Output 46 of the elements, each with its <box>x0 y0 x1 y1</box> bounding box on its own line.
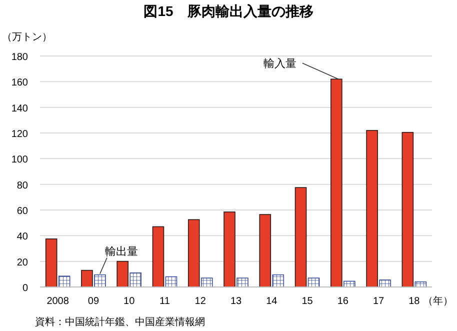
y-tick-label: 120 <box>11 129 28 140</box>
y-tick-label: 80 <box>16 180 28 192</box>
x-tick-label: 13 <box>230 296 242 307</box>
y-tick-label: 140 <box>11 103 28 114</box>
y-tick-label: 0 <box>22 283 28 294</box>
x-tick-label: 14 <box>266 296 278 307</box>
bar <box>402 132 414 288</box>
x-tick-label: 12 <box>194 296 206 307</box>
chart-title: 図15 豚肉輸出入量の推移 <box>144 3 314 19</box>
bar <box>130 272 142 288</box>
x-axis-title: （年） <box>423 295 454 307</box>
y-tick-label: 40 <box>16 232 28 243</box>
annotation: 輸入量 <box>263 57 296 70</box>
x-tick-label: 09 <box>88 296 100 307</box>
bar <box>58 276 70 288</box>
y-tick-label: 180 <box>11 52 28 63</box>
text: 資料：中国統計年鑑、中国産業情報網 <box>35 316 205 328</box>
bar <box>366 130 378 288</box>
bar <box>45 238 58 288</box>
bar <box>224 212 236 288</box>
bar <box>200 278 213 288</box>
x-tick-label: 10 <box>124 296 136 307</box>
bar <box>81 270 93 288</box>
y-tick-label: 60 <box>16 206 28 217</box>
bar <box>330 78 342 288</box>
x-tick-label: 15 <box>302 296 314 307</box>
bar <box>188 219 200 288</box>
y-tick-label: 160 <box>11 78 28 89</box>
bar <box>116 260 128 288</box>
bar <box>308 278 320 288</box>
y-axis-title: （万トン） <box>2 32 52 43</box>
bar <box>259 214 272 288</box>
annotation: 輸出量 <box>104 244 138 258</box>
bar <box>94 274 106 288</box>
bar <box>236 278 248 288</box>
x-tick-label: 2008 <box>46 296 70 307</box>
bar <box>294 187 307 288</box>
x-tick-label: 16 <box>337 296 349 307</box>
bar <box>379 280 391 288</box>
y-tick-label: 20 <box>16 257 28 268</box>
bar <box>272 274 284 288</box>
x-tick-label: 11 <box>160 296 170 307</box>
x-tick-label: 18 <box>408 296 420 307</box>
y-tick-label: 100 <box>11 154 28 166</box>
x-tick-label: 17 <box>372 296 385 307</box>
bar <box>152 226 164 288</box>
